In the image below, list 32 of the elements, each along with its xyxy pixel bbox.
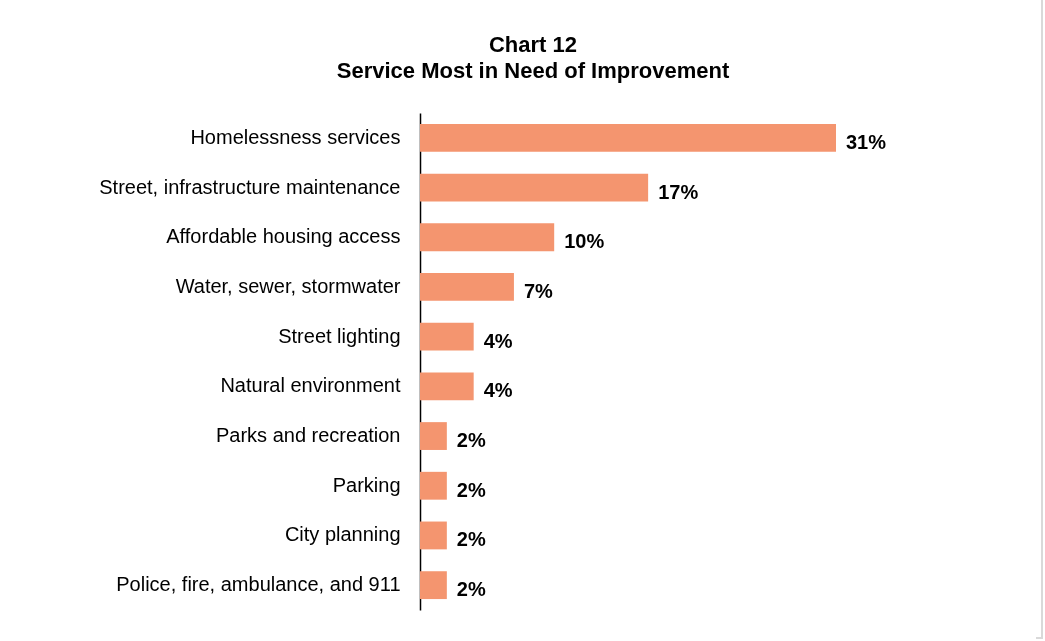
y-tick-label: Affordable housing access <box>166 225 401 248</box>
y-tick-label: Street lighting <box>278 324 401 347</box>
bar <box>420 223 555 252</box>
data-label: 4% <box>483 329 513 352</box>
y-tick-label: Police, fire, ambulance, and 911 <box>116 573 401 596</box>
y-tick-label: Street, infrastructure maintenance <box>99 175 401 198</box>
data-label: 2% <box>456 528 486 551</box>
data-label: 17% <box>658 180 699 203</box>
data-label: 31% <box>846 130 887 153</box>
data-label: 7% <box>523 279 554 302</box>
y-tick-label: Natural environment <box>220 374 401 397</box>
bar <box>420 372 474 401</box>
bar <box>420 173 649 202</box>
bar <box>420 273 514 301</box>
y-tick-label: Water, sewer, stormwater <box>175 274 401 297</box>
chart-title: Chart 12 <box>488 32 578 57</box>
data-label: 2% <box>456 429 486 452</box>
data-label: 4% <box>483 379 513 402</box>
data-label: 10% <box>564 230 605 253</box>
bar <box>420 471 447 500</box>
y-tick-label: Parks and recreation <box>215 424 401 447</box>
bar <box>420 422 447 450</box>
y-tick-label: Parking <box>332 473 401 496</box>
bar <box>420 571 447 600</box>
bar <box>420 521 447 550</box>
chart-subtitle: Service Most in Need of Improvement <box>336 58 730 83</box>
y-tick-label: City planning <box>284 523 401 546</box>
data-label: 2% <box>456 578 486 601</box>
bar <box>420 123 836 152</box>
bar <box>420 322 474 351</box>
y-tick-label: Homelessness services <box>190 125 401 148</box>
data-label: 2% <box>456 478 486 501</box>
